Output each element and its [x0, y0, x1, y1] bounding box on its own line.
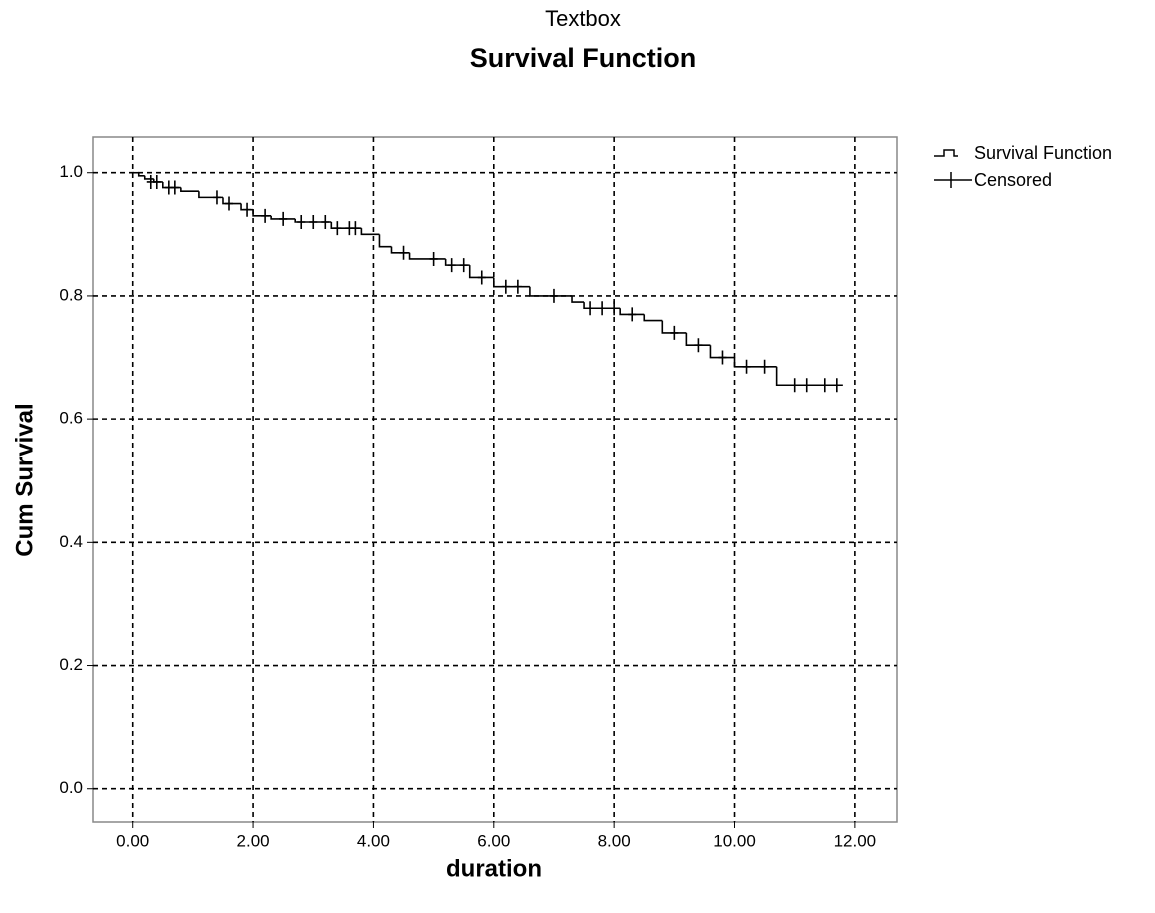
survival-step [294, 218, 332, 223]
censored-mark [279, 211, 288, 226]
legend: Survival Function Censored [934, 143, 1112, 190]
x-tick-label: 6.00 [477, 831, 510, 850]
censored-mark [513, 279, 522, 294]
censored-mark [742, 359, 751, 374]
x-tick-label: 10.00 [713, 831, 756, 850]
y-tick-label: 0.6 [59, 409, 83, 428]
censored-mark [820, 378, 829, 393]
survival-step [378, 234, 392, 248]
survival-step [360, 228, 380, 236]
survival-step [685, 332, 711, 347]
censored-mark [790, 378, 799, 393]
censored-mark [802, 378, 811, 393]
x-tick-label: 0.00 [116, 831, 149, 850]
censored-mark [152, 174, 161, 189]
y-tick-label: 1.0 [59, 162, 83, 181]
censored-mark [832, 378, 841, 393]
censored-mark [261, 208, 270, 223]
censored-mark [351, 221, 360, 236]
censored-mark [225, 196, 234, 211]
survival-step [468, 265, 494, 279]
censored-mark [243, 202, 252, 217]
censored-mark [670, 325, 679, 340]
x-tick-label: 8.00 [598, 831, 631, 850]
censored-mark [501, 279, 510, 294]
censored-mark [447, 258, 456, 273]
survival-step [529, 286, 573, 297]
censored-mark [459, 258, 468, 273]
censored-mark [628, 307, 637, 322]
censored-mark [549, 288, 558, 303]
survival-step [643, 314, 663, 322]
censored-mark [321, 215, 330, 230]
censored-mark [297, 215, 306, 230]
survival-step [222, 197, 242, 205]
censored-mark [694, 338, 703, 353]
x-tick-label: 12.00 [834, 831, 877, 850]
x-tick-label: 2.00 [237, 831, 270, 850]
survival-step [137, 172, 145, 177]
survival-step [619, 308, 645, 316]
censored-mark [610, 301, 619, 316]
y-tick-label: 0.0 [59, 778, 83, 797]
y-tick-label: 0.2 [59, 655, 83, 674]
censored-mark [333, 221, 342, 236]
censored-mark [598, 301, 607, 316]
censored-mark [399, 245, 408, 260]
survival-step [571, 295, 585, 303]
censored-mark [477, 270, 486, 285]
x-tick-label: 4.00 [357, 831, 390, 850]
censored-mark [760, 359, 769, 374]
censored-mark [586, 301, 595, 316]
censored-mark [170, 180, 179, 195]
survival-step [709, 345, 735, 359]
chart-subtitle: Survival Function [470, 43, 697, 73]
censored-mark [718, 350, 727, 365]
plot-area [92, 136, 898, 823]
survival-step [661, 320, 687, 334]
survival-step [270, 215, 296, 220]
censored-mark [212, 190, 221, 205]
censored-mark [429, 251, 438, 266]
censored-mark [309, 215, 318, 230]
legend-icon [934, 149, 958, 157]
survival-step [180, 187, 199, 193]
x-axis-label: duration [446, 855, 542, 882]
survival-step [775, 366, 843, 387]
chart-title: Textbox [545, 6, 621, 31]
legend-label: Survival Function [974, 143, 1112, 163]
y-tick-label: 0.8 [59, 285, 83, 304]
survival-step [583, 302, 621, 310]
y-tick-label: 0.4 [59, 532, 83, 551]
y-axis-label: Cum Survival [11, 403, 38, 556]
legend-label: Censored [974, 170, 1052, 190]
legend-icon [934, 172, 972, 188]
